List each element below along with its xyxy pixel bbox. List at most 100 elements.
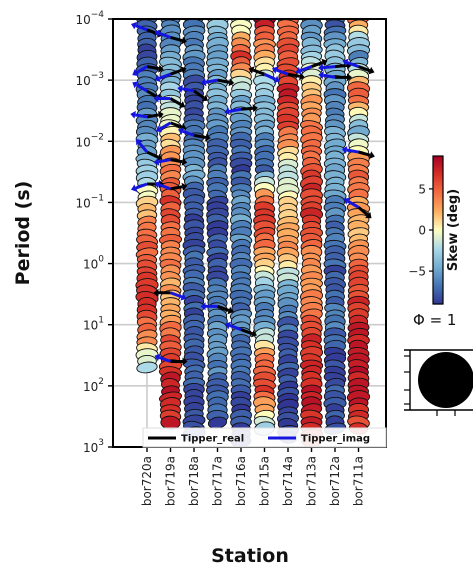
colorbar-segment [433,205,443,209]
colorbar-segment [433,175,443,179]
colorbar-segment [433,234,443,238]
station-label: bor720a [140,456,154,506]
tipper-real-arrow [248,66,266,76]
tipper-real-arrow [216,304,234,315]
colorbar-title: Skew (deg) [446,189,461,271]
y-tick-label: 10−1 [75,193,104,210]
tipper-real-arrow [193,133,211,142]
colorbar-segment [433,254,443,258]
colorbar-segment [433,267,443,271]
tipper-imag-arrow [295,65,313,75]
y-tick-label: 102 [83,377,104,394]
tipper-real-arrow [170,157,188,166]
tipper-real-arrow [146,110,164,119]
colorbar-segment [433,257,443,261]
station-label: bor711a [352,456,366,506]
y-tick-label: 10−4 [75,10,104,27]
colorbar-segment [433,197,443,201]
colorbar-segment [433,225,443,229]
tipper-imag-arrow [136,139,149,154]
tipper-imag-arrow [130,110,148,119]
tipper-imag-arrow [318,63,336,72]
y-tick-label: 100 [83,255,104,272]
colorbar-segment [433,286,443,290]
y-tick-label: 103 [83,438,104,455]
tipper-imag-arrow [153,157,171,166]
tipper-real-arrow [146,64,164,73]
colorbar-segment [433,158,443,162]
phase-tensor-ellipse [136,361,158,374]
station-label: bor718a [187,456,201,506]
colorbar-segment [433,252,443,256]
tipper-imag-arrow [263,72,280,83]
colorbar-segment [433,281,443,285]
colorbar-segment [433,279,443,283]
tipper-imag-arrow [272,66,289,76]
y-axis-title: Period (s) [12,181,34,286]
tipper-real-arrow [358,150,375,159]
colorbar-segment [433,180,443,184]
colorbar-segment [433,296,443,300]
tipper-arrow-layer [130,21,375,366]
colorbar-segment [433,289,443,293]
phi-scale-label: Φ = 1 [413,311,456,329]
tipper-imag-arrow [132,65,148,76]
phi-reference-circle [418,352,473,408]
colorbar-segment [433,299,443,303]
station-label: bor717a [211,456,225,506]
station-label: bor716a [234,456,248,506]
colorbar-segment [433,193,443,197]
tipper-imag-arrow [131,21,148,32]
skew-colorbar: 5 0 −5 Skew (deg) [408,155,461,305]
colorbar-tick-label: 0 [418,224,426,238]
tipper-imag-arrow [200,302,218,311]
colorbar-segment [433,195,443,199]
colorbar-segment [433,202,443,206]
colorbar-segment [433,294,443,298]
colorbar-segment [433,173,443,177]
colorbar-segment [433,183,443,187]
colorbar-segment [433,262,443,266]
station-label: bor714a [281,456,295,506]
colorbar-segment [433,274,443,278]
colorbar-segment [433,185,443,189]
phi-scale: Φ = 1 [404,311,473,416]
tipper-imag-arrow [225,321,242,331]
colorbar-segment [433,188,443,192]
colorbar-segment [433,210,443,214]
colorbar-segment [433,160,443,164]
colorbar-segment [433,249,443,253]
legend-box [142,427,387,448]
colorbar-segment [433,269,443,273]
tipper-imag-arrow [224,107,242,116]
colorbar-segment [433,168,443,172]
colorbar-segment [433,232,443,236]
colorbar-segment [433,291,443,295]
tipper-imag-arrow [132,81,148,93]
tipper-real-arrow [193,89,208,102]
colorbar-segment [433,264,443,268]
colorbar-segment [433,163,443,167]
y-tick-label: 101 [83,316,104,333]
tipper-real-arrow [170,35,187,45]
x-axis-title: Station [211,545,289,567]
colorbar-tick-label: 5 [418,182,426,196]
colorbar-segment [433,276,443,280]
colorbar-segment [433,247,443,251]
tipper-real-arrow [335,73,352,82]
y-tick-label: 10−3 [75,71,104,88]
colorbar-segment [433,244,443,248]
tipper-real-arrow [153,288,171,297]
tipper-real-arrow [170,182,188,191]
colorbar-segment [433,237,443,241]
colorbar-segment [433,178,443,182]
tipper-imag-arrow [154,72,172,83]
colorbar-segment [433,217,443,221]
colorbar-segment [433,227,443,231]
tipper-imag-arrow [153,94,171,103]
colorbar-segment [433,284,443,288]
tipper-imag-arrow [342,58,360,68]
colorbar-segment [433,222,443,226]
tipper-imag-arrow [318,71,336,80]
legend-label: Tipper_real [181,434,244,445]
